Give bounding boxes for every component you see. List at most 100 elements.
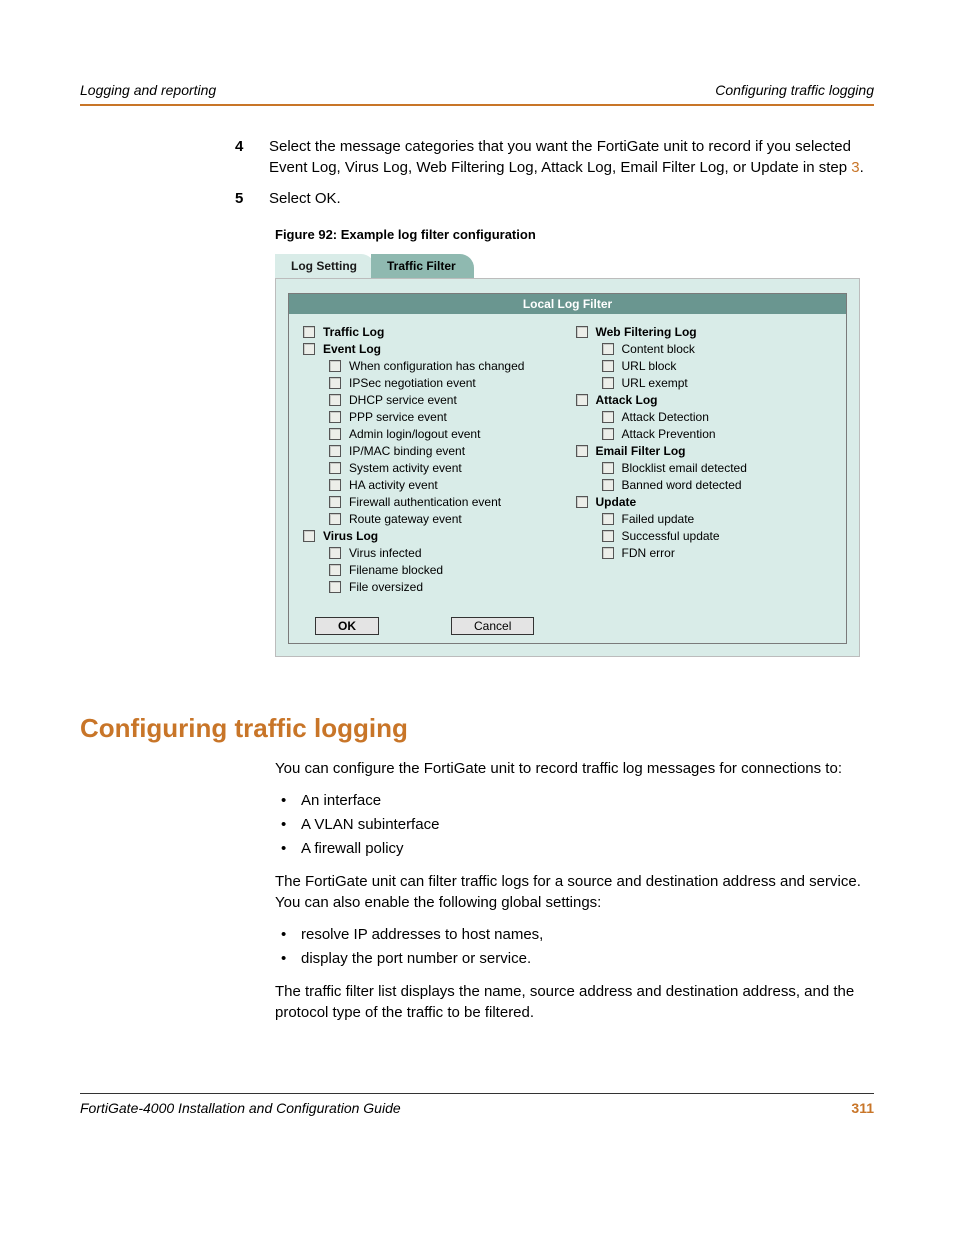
checkbox[interactable] (329, 377, 341, 389)
step-text: Select OK. (269, 188, 874, 209)
filter-option: FDN error (602, 546, 841, 560)
checkbox[interactable] (329, 428, 341, 440)
filter-option: Firewall authentication event (329, 495, 568, 509)
filter-label: When configuration has changed (349, 359, 524, 373)
checkbox[interactable] (576, 445, 588, 457)
checkbox[interactable] (329, 479, 341, 491)
checkbox[interactable] (329, 360, 341, 372)
checkbox[interactable] (303, 343, 315, 355)
step-link[interactable]: 3 (851, 159, 859, 176)
checkbox[interactable] (602, 360, 614, 372)
step-text: Select the message categories that you w… (269, 136, 874, 178)
checkbox[interactable] (576, 496, 588, 508)
filter-option: System activity event (329, 461, 568, 475)
filter-label: URL exempt (622, 376, 688, 390)
filter-label: IP/MAC binding event (349, 444, 465, 458)
bullet-item: •An interface (275, 789, 874, 813)
header-right: Configuring traffic logging (715, 82, 874, 98)
bullet-dot: • (275, 947, 301, 971)
checkbox[interactable] (576, 326, 588, 338)
filter-option: Blocklist email detected (602, 461, 841, 475)
filter-option: Attack Detection (602, 410, 841, 424)
checkbox[interactable] (329, 581, 341, 593)
filter-label: Event Log (323, 342, 381, 356)
filter-option: Admin login/logout event (329, 427, 568, 441)
checkbox[interactable] (602, 343, 614, 355)
bullet-dot: • (275, 837, 301, 861)
checkbox[interactable] (602, 547, 614, 559)
bullet-item: •display the port number or service. (275, 947, 874, 971)
step-5: 5 Select OK. (235, 188, 874, 209)
filter-option: File oversized (329, 580, 568, 594)
filter-title: Local Log Filter (289, 294, 846, 314)
filter-option: DHCP service event (329, 393, 568, 407)
step-number: 4 (235, 136, 269, 178)
step-text-post: . (860, 159, 864, 176)
checkbox[interactable] (602, 462, 614, 474)
checkbox[interactable] (602, 530, 614, 542)
bullet-text: display the port number or service. (301, 947, 531, 971)
filter-label: HA activity event (349, 478, 438, 492)
checkbox[interactable] (602, 479, 614, 491)
filter-option: URL exempt (602, 376, 841, 390)
bullet-list: •An interface•A VLAN subinterface•A fire… (275, 789, 874, 861)
header-rule (80, 104, 874, 106)
paragraph: The FortiGate unit can filter traffic lo… (275, 871, 874, 913)
bullet-dot: • (275, 923, 301, 947)
tab-log-setting[interactable]: Log Setting (275, 254, 375, 278)
filter-label: FDN error (622, 546, 675, 560)
filter-label: Successful update (622, 529, 720, 543)
filter-group: Event Log (303, 342, 568, 356)
paragraph: You can configure the FortiGate unit to … (275, 758, 874, 779)
cancel-button[interactable]: Cancel (451, 617, 534, 635)
filter-label: Email Filter Log (596, 444, 686, 458)
paragraph: The traffic filter list displays the nam… (275, 981, 874, 1023)
checkbox[interactable] (602, 377, 614, 389)
filter-column-right: Web Filtering LogContent blockURL blockU… (568, 322, 841, 597)
checkbox[interactable] (303, 530, 315, 542)
filter-option: When configuration has changed (329, 359, 568, 373)
checkbox[interactable] (303, 326, 315, 338)
bullet-text: resolve IP addresses to host names, (301, 923, 543, 947)
figure-caption: Figure 92: Example log filter configurat… (275, 227, 874, 242)
checkbox[interactable] (329, 513, 341, 525)
filter-label: Attack Detection (622, 410, 709, 424)
filter-label: Banned word detected (622, 478, 742, 492)
checkbox[interactable] (329, 496, 341, 508)
filter-label: Filename blocked (349, 563, 443, 577)
checkbox[interactable] (329, 547, 341, 559)
checkbox[interactable] (329, 394, 341, 406)
figure-92: Log Setting Traffic Filter Local Log Fil… (275, 254, 860, 657)
filter-option: Route gateway event (329, 512, 568, 526)
checkbox[interactable] (329, 411, 341, 423)
filter-label: Firewall authentication event (349, 495, 501, 509)
checkbox[interactable] (329, 564, 341, 576)
filter-option: Content block (602, 342, 841, 356)
tab-traffic-filter[interactable]: Traffic Filter (371, 254, 474, 278)
filter-label: Update (596, 495, 637, 509)
checkbox[interactable] (602, 411, 614, 423)
tab-bar: Log Setting Traffic Filter (275, 254, 860, 278)
bullet-item: •A firewall policy (275, 837, 874, 861)
filter-label: URL block (622, 359, 677, 373)
checkbox[interactable] (602, 428, 614, 440)
bullet-text: A firewall policy (301, 837, 404, 861)
bullet-dot: • (275, 789, 301, 813)
filter-option: PPP service event (329, 410, 568, 424)
filter-column-left: Traffic LogEvent LogWhen configuration h… (295, 322, 568, 597)
filter-label: Attack Prevention (622, 427, 716, 441)
filter-label: Blocklist email detected (622, 461, 747, 475)
ok-button[interactable]: OK (315, 617, 379, 635)
checkbox[interactable] (329, 462, 341, 474)
filter-option: IP/MAC binding event (329, 444, 568, 458)
checkbox[interactable] (329, 445, 341, 457)
filter-option: Virus infected (329, 546, 568, 560)
filter-label: DHCP service event (349, 393, 457, 407)
checkbox[interactable] (576, 394, 588, 406)
bullet-item: •resolve IP addresses to host names, (275, 923, 874, 947)
bullet-text: An interface (301, 789, 381, 813)
bullet-dot: • (275, 813, 301, 837)
filter-option: Successful update (602, 529, 841, 543)
checkbox[interactable] (602, 513, 614, 525)
step-4: 4 Select the message categories that you… (235, 136, 874, 178)
